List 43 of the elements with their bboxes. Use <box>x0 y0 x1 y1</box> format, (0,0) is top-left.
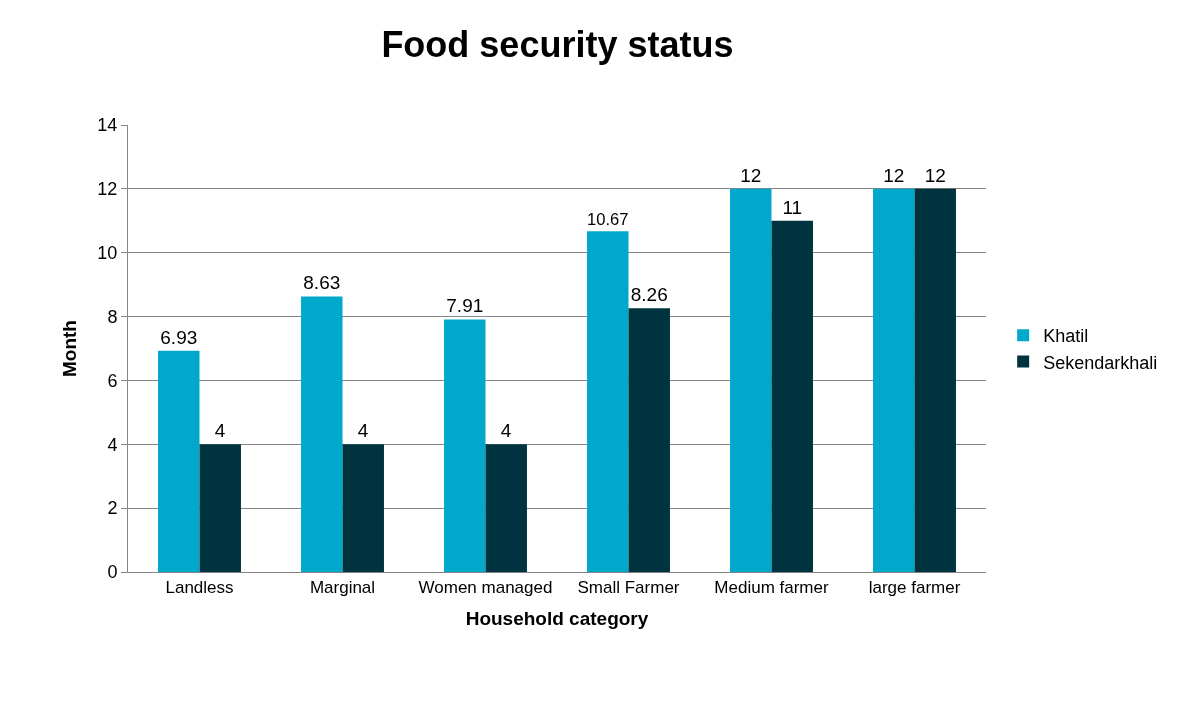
bar <box>730 188 772 572</box>
bar <box>199 444 241 572</box>
data-label: 12 <box>740 164 762 186</box>
y-tick-label: 4 <box>107 434 118 455</box>
data-label: 7.91 <box>446 295 484 317</box>
bar <box>873 188 915 572</box>
y-tick-label: 14 <box>97 115 118 136</box>
bar <box>158 350 200 572</box>
y-tick-label: 12 <box>97 179 118 200</box>
data-label: 8.63 <box>303 272 341 294</box>
y-tick-label: 0 <box>107 562 118 583</box>
x-tick-label: large farmer <box>868 578 961 598</box>
bar <box>587 231 629 572</box>
y-tick-label: 6 <box>107 370 118 391</box>
bar <box>444 319 486 572</box>
x-tick-label: Marginal <box>309 578 376 598</box>
data-label: 4 <box>214 420 226 442</box>
bar <box>914 188 956 572</box>
chart-title: Food security status <box>381 24 734 66</box>
bar <box>771 220 813 572</box>
data-label: 4 <box>500 420 512 442</box>
bar <box>628 308 670 572</box>
x-tick-label: Landless <box>165 578 234 598</box>
x-axis-title: Household category <box>465 608 649 630</box>
x-tick-label: Women managed <box>418 578 553 598</box>
legend-label: Sekendarkhali <box>1043 352 1158 373</box>
data-label: 12 <box>924 164 946 186</box>
x-tick-label: Small Farmer <box>577 578 680 598</box>
legend-label: Khatil <box>1043 326 1089 347</box>
data-label: 4 <box>357 420 369 442</box>
y-tick-label: 8 <box>107 306 118 327</box>
data-label: 11 <box>782 196 803 218</box>
y-axis-title: Month <box>59 320 81 377</box>
data-label: 8.26 <box>630 284 668 306</box>
data-label: 12 <box>883 164 905 186</box>
data-label: 6.93 <box>160 326 198 348</box>
data-label: 10.67 <box>587 209 629 229</box>
bar <box>342 444 384 572</box>
bar <box>301 296 343 572</box>
bar <box>485 444 527 572</box>
y-tick-label: 2 <box>107 498 118 519</box>
y-tick-label: 10 <box>97 243 118 264</box>
x-tick-label: Medium farmer <box>714 578 829 598</box>
